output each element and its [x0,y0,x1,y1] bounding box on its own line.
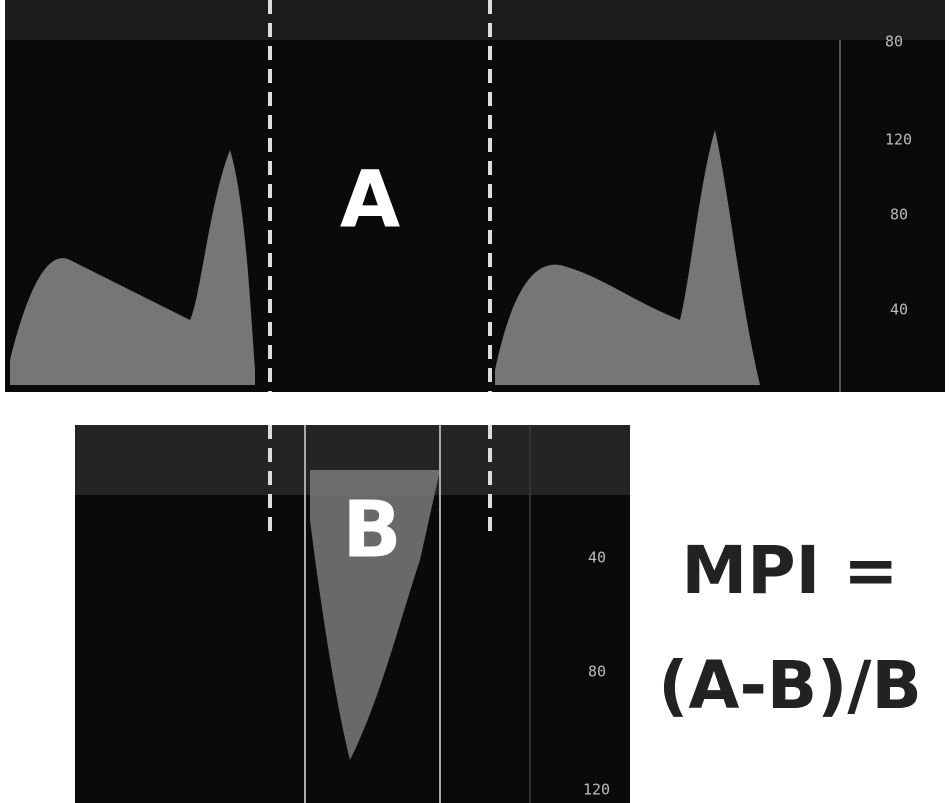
waveform [10,150,255,385]
scale-label: 40 [890,301,908,319]
label-a: A [340,155,400,245]
scale-label: 120 [885,131,912,149]
scale-label: 80 [885,33,903,51]
scale-label: 120 [583,781,610,799]
label-b: B [342,485,401,575]
waveform [310,470,440,760]
waveform [495,130,760,385]
formula-lhs: MPI = [682,532,899,609]
formula-rhs: (A-B)/B [658,647,922,724]
scale-label: 80 [890,206,908,224]
panel-a: A 80 120 80 40 [5,0,945,392]
scale-label: 80 [588,663,606,681]
scale-label: 40 [588,549,606,567]
panel-a-header [5,0,945,40]
panel-b: B 40 80 120 [75,425,630,803]
